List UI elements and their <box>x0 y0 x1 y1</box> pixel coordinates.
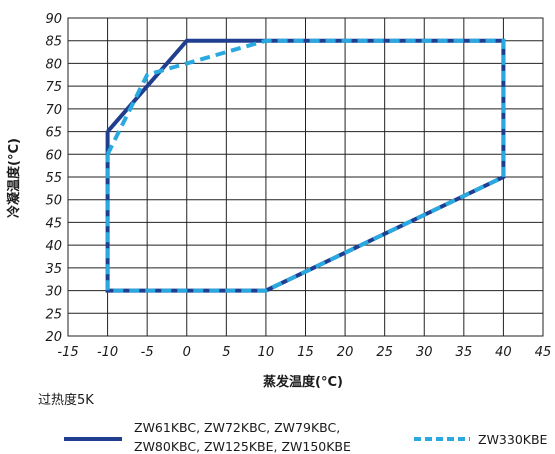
x-tick-label-0: -15 <box>57 345 78 360</box>
x-tick-label-8: 25 <box>376 345 393 360</box>
y-tick-label-8: 60 <box>45 148 62 163</box>
y-tick-labels: 20 25 30 35 40 45 50 55 60 65 70 75 80 85 90 <box>45 12 62 345</box>
x-tick-labels: -15 -10 -5 0 5 10 15 20 25 30 35 40 45 <box>57 345 551 360</box>
series-layer <box>105 38 506 293</box>
y-tick-label-10: 70 <box>45 103 62 118</box>
series-line-1 <box>105 38 506 293</box>
y-axis-label: 冷凝温度(°C) <box>6 138 22 218</box>
y-tick-label-7: 55 <box>45 171 62 186</box>
legend-label-series-2: ZW330KBE <box>478 432 548 447</box>
y-tick-label-12: 80 <box>45 57 62 72</box>
y-tick-label-11: 75 <box>45 80 62 95</box>
legend-label-series-1-line-2: ZW80KBC, ZW125KBE, ZW150KBE <box>134 439 351 454</box>
x-tick-label-2: -5 <box>141 345 154 360</box>
x-tick-label-5: 10 <box>258 345 275 360</box>
y-tick-label-2: 30 <box>45 285 62 300</box>
y-tick-label-4: 40 <box>45 239 62 254</box>
y-tick-label-5: 45 <box>45 216 62 231</box>
y-tick-label-14: 90 <box>45 12 62 27</box>
x-tick-label-10: 35 <box>456 345 473 360</box>
y-tick-label-13: 85 <box>45 35 62 50</box>
grid <box>67 17 544 337</box>
x-tick-label-6: 15 <box>297 345 314 360</box>
x-tick-label-9: 30 <box>416 345 433 360</box>
x-tick-label-4: 5 <box>222 345 230 360</box>
plot-frame <box>67 17 544 337</box>
y-tick-label-1: 25 <box>45 307 62 322</box>
superheat-note: 过热度5K <box>38 392 94 408</box>
series-line-2 <box>105 38 506 293</box>
y-tick-label-9: 65 <box>45 126 62 141</box>
y-tick-label-6: 50 <box>45 194 62 209</box>
x-axis-label: 蒸发温度(°C) <box>263 374 343 390</box>
x-tick-label-3: 0 <box>183 345 191 360</box>
legend: ZW61KBC, ZW72KBC, ZW79KBC, ZW80KBC, ZW12… <box>64 420 548 454</box>
x-tick-label-1: -10 <box>97 345 118 360</box>
x-tick-label-11: 40 <box>495 345 512 360</box>
x-tick-label-7: 20 <box>337 345 354 360</box>
legend-label-series-1-line-1: ZW61KBC, ZW72KBC, ZW79KBC, <box>134 420 340 435</box>
y-tick-label-0: 20 <box>45 330 62 345</box>
y-tick-label-3: 35 <box>45 262 62 277</box>
x-tick-label-12: 45 <box>535 345 552 360</box>
